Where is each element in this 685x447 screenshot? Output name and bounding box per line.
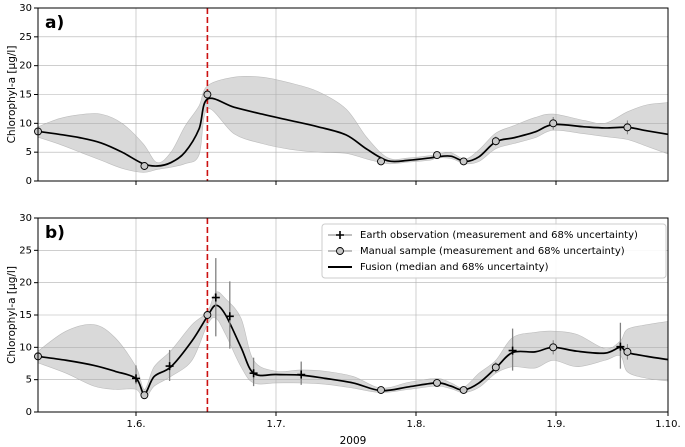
b-x-tick-label: 1.9.: [546, 419, 565, 430]
b-earth-observation-point: [132, 374, 140, 383]
a-manual-sample-point: [623, 123, 632, 132]
b-x-tick-label: 1.10.: [655, 419, 680, 430]
b-x-tick-label: 1.6.: [126, 419, 145, 430]
a-axes-frame: [37, 7, 669, 182]
b-panel-label: b): [45, 223, 65, 243]
b-y-tick-label: 20: [19, 278, 32, 289]
b-y-ticks: 0 5 10 15 20 25 30: [19, 213, 38, 418]
a-manual-sample-point: [459, 157, 468, 166]
b-manual-sample-point: [491, 363, 500, 372]
a-y-tick-label: 5: [26, 147, 32, 158]
b-manual-sample-point: [433, 378, 441, 387]
panel-b: 0 5 10 15 20 25 30 1.6. 1.7. 1.8. 1.9. 1.10. b) Ch…: [6, 213, 681, 447]
b-manual-sample-point: [549, 343, 558, 352]
legend-box: [321, 223, 667, 279]
b-y-tick-label: 5: [26, 375, 32, 386]
a-gridlines: [38, 8, 668, 181]
a-manual-sample-point: [433, 151, 441, 160]
b-y-axis-label: Chlorophyl-a [µg/l]: [6, 266, 18, 364]
b-manual-sample-point: [459, 386, 468, 394]
b-y-tick-label: 30: [19, 213, 32, 224]
b-y-tick-label: 10: [19, 342, 32, 353]
a-manual-sample-point: [140, 162, 149, 170]
a-panel-label: a): [45, 13, 64, 33]
legend-earth-observation-label: Earth observation (measurement and 68% u…: [360, 230, 638, 241]
b-earth-observation-point: [508, 346, 517, 355]
legend-manual-sample-marker: [336, 247, 344, 255]
legend-manual-sample-label: Manual sample (measurement and 68% uncer…: [360, 246, 625, 257]
b-earth-observation-point: [297, 370, 306, 379]
b-manual-sample-point: [377, 386, 385, 394]
b-earth-observation-point: [616, 342, 625, 351]
b-manual-sample-point: [140, 391, 149, 400]
a-y-tick-label: 10: [19, 118, 32, 129]
b-earth-observation-point: [225, 312, 234, 321]
b-y-tick-label: 25: [19, 245, 32, 256]
legend-earth-observation-symbol: [328, 231, 352, 239]
a-y-tick-label: 25: [19, 32, 32, 43]
b-manual-sample-point: [203, 311, 212, 319]
a-manual-sample-point: [549, 119, 558, 128]
legend-earth-observation-marker: [336, 231, 344, 239]
a-manual-sample-point: [377, 157, 385, 166]
a-y-tick-label: 15: [19, 90, 32, 101]
b-manual-sample-point: [623, 347, 632, 356]
panel-a: 0 5 10 15 20 25 30 a) Chlorophyl-a [µg/l]: [6, 3, 669, 187]
a-y-tick-label: 20: [19, 61, 32, 72]
legend-manual-sample-symbol: [328, 247, 352, 255]
b-x-tick-label: 1.7.: [266, 419, 285, 430]
b-fusion-median-line: [37, 304, 669, 395]
a-manual-sample-point: [203, 90, 212, 99]
a-y-tick-label: 30: [19, 3, 32, 14]
b-fusion-line-group: [37, 304, 669, 395]
a-y-ticks: 0 5 10 15 20 25 30: [19, 3, 557, 187]
b-x-axis-label: 2009: [340, 435, 367, 447]
legend-fusion-label: Fusion (median and 68% uncertainty): [360, 262, 549, 273]
b-earth-observation-point: [249, 369, 258, 378]
b-x-ticks: 1.6. 1.7. 1.8. 1.9. 1.10.: [126, 412, 681, 430]
b-y-tick-label: 15: [19, 310, 32, 321]
legend: Earth observation (measurement and 68% u…: [321, 223, 667, 279]
b-axes-frame: [37, 217, 669, 413]
b-earth-observation-point: [165, 362, 174, 371]
b-y-tick-label: 0: [26, 407, 32, 418]
a-manual-sample-point: [491, 137, 500, 146]
a-y-tick-label: 0: [26, 176, 32, 187]
b-earth-observation-point: [211, 293, 220, 302]
b-x-tick-label: 1.8.: [406, 419, 425, 430]
a-y-axis-label: Chlorophyl-a [µg/l]: [6, 46, 18, 144]
